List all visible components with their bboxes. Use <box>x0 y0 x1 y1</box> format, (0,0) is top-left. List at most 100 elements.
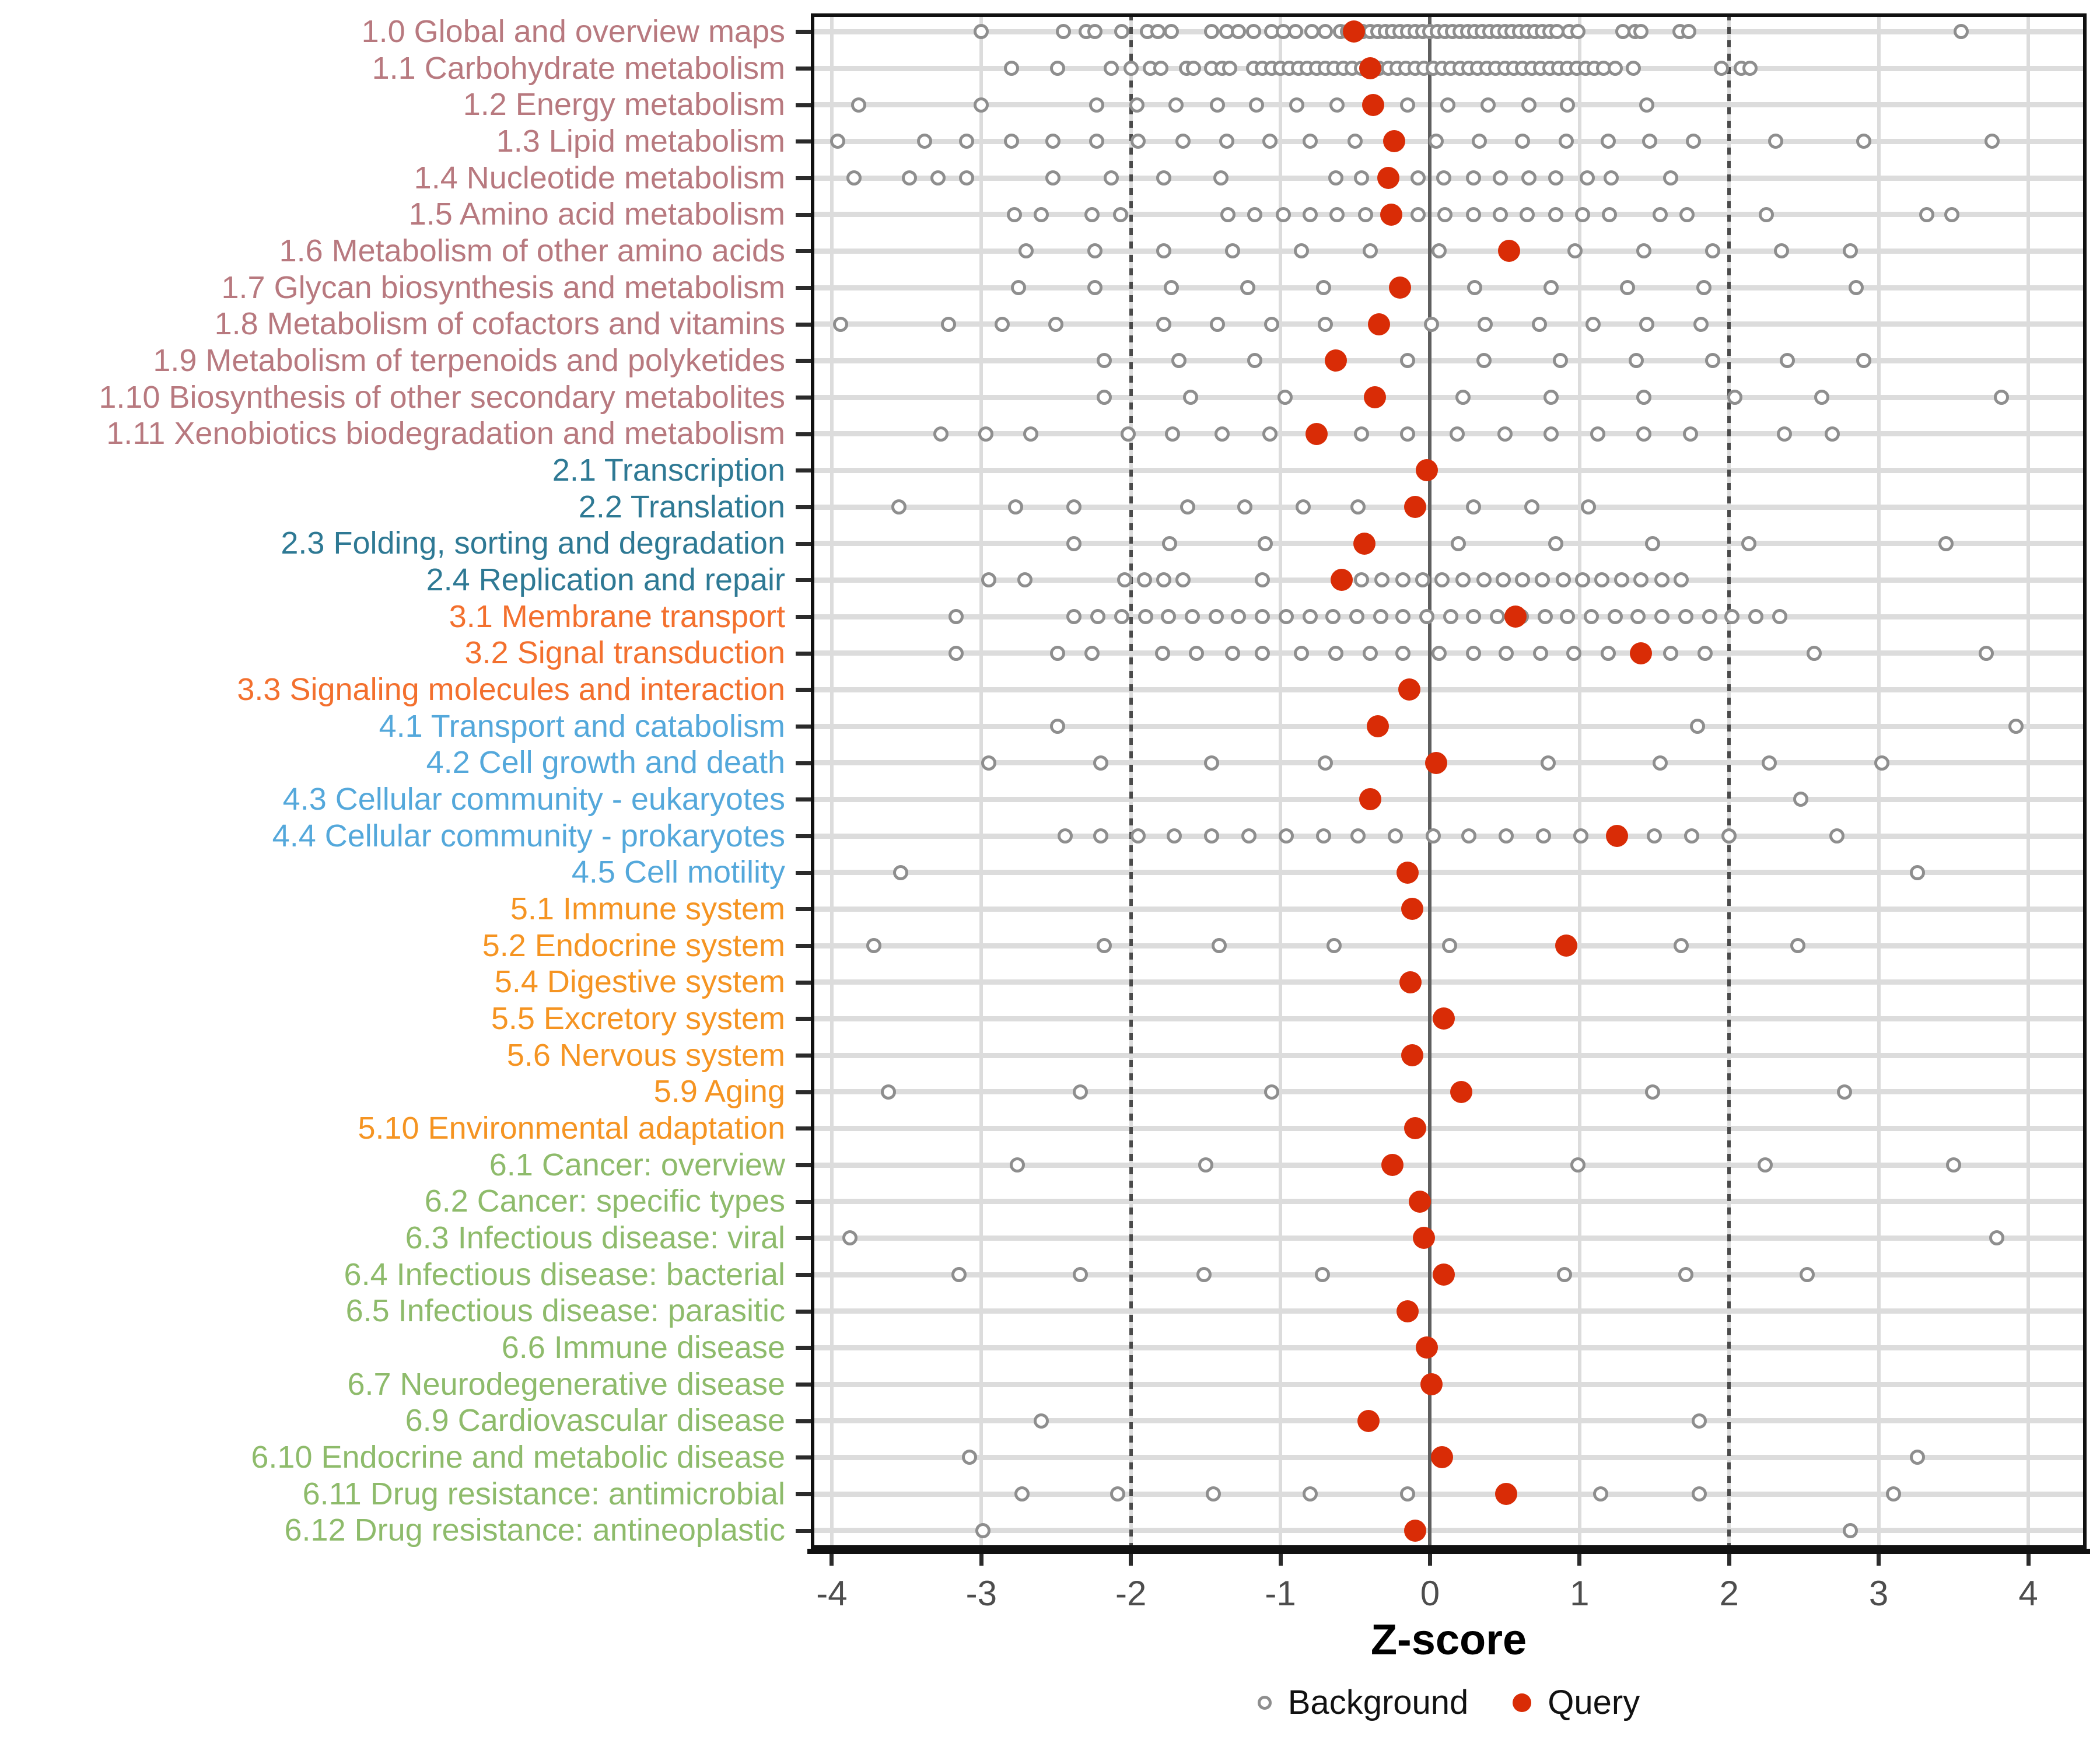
query-point <box>1430 1446 1453 1469</box>
background-point <box>1184 609 1200 624</box>
background-point <box>1531 316 1547 332</box>
background-point <box>1293 243 1309 259</box>
background-point <box>1096 390 1112 405</box>
background-point <box>1328 170 1343 186</box>
background-point <box>1240 280 1255 295</box>
background-point <box>1293 645 1309 661</box>
background-point <box>1150 24 1166 40</box>
y-gridline <box>811 1528 2087 1534</box>
background-point <box>1886 1486 1902 1502</box>
background-point <box>1678 609 1693 624</box>
background-point <box>1114 24 1130 40</box>
background-point <box>1536 828 1552 844</box>
background-point <box>1772 609 1788 624</box>
background-point <box>1093 755 1109 771</box>
background-point <box>1570 24 1586 40</box>
background-point <box>1574 206 1590 222</box>
background-point <box>1088 134 1104 149</box>
background-point <box>1003 61 1019 76</box>
background-point <box>1325 609 1340 624</box>
legend-item-query: Query <box>1513 1683 1640 1722</box>
background-point <box>1231 24 1247 40</box>
background-point <box>1721 828 1737 844</box>
background-point <box>1072 1084 1088 1100</box>
background-point <box>1685 134 1701 149</box>
query-point <box>1382 130 1405 153</box>
background-point <box>1112 206 1128 222</box>
query-point <box>1381 1154 1404 1176</box>
background-point <box>975 1522 991 1538</box>
query-point <box>1404 496 1426 518</box>
background-point <box>1440 97 1456 113</box>
background-point <box>1910 864 1926 880</box>
background-point <box>1204 755 1220 771</box>
background-point <box>1594 572 1610 588</box>
background-point <box>1093 828 1109 844</box>
background-point <box>1944 206 1960 222</box>
query-point <box>1450 1080 1473 1103</box>
background-point <box>1663 170 1679 186</box>
background-point <box>1727 390 1743 405</box>
category-label: 2.1 Transcription <box>552 453 785 488</box>
background-point <box>1066 499 1082 514</box>
background-point <box>1678 1267 1693 1282</box>
query-point <box>1368 313 1391 335</box>
background-point <box>1705 243 1721 259</box>
background-point <box>1455 390 1471 405</box>
background-point <box>1581 499 1597 514</box>
category-label: 2.3 Folding, sorting and degradation <box>281 526 785 561</box>
y-gridline <box>811 1052 2087 1058</box>
background-point <box>1544 280 1559 295</box>
background-point <box>1910 1450 1926 1465</box>
background-point <box>1350 499 1366 514</box>
background-point <box>1548 206 1563 222</box>
background-point <box>1465 645 1481 661</box>
background-point <box>1436 170 1451 186</box>
background-point <box>1780 353 1796 369</box>
background-point <box>1793 792 1809 807</box>
x-tick-label: -1 <box>1265 1574 1296 1613</box>
background-point <box>1033 206 1049 222</box>
y-gridline <box>811 1199 2087 1205</box>
background-point <box>1264 316 1279 332</box>
background-point <box>1691 1413 1707 1429</box>
y-gridline <box>811 248 2087 254</box>
x-tick-mark <box>1727 1554 1731 1566</box>
category-label: 5.1 Immune system <box>510 891 785 926</box>
background-point <box>1639 97 1655 113</box>
category-label: 6.5 Infectious disease: parasitic <box>345 1293 785 1329</box>
background-point <box>1544 426 1559 442</box>
y-tick-mark <box>796 1346 811 1350</box>
background-point <box>1814 390 1830 405</box>
category-label: 2.2 Translation <box>578 489 785 524</box>
background-point <box>1295 499 1311 514</box>
background-point <box>1654 572 1670 588</box>
background-point <box>1056 24 1072 40</box>
background-point <box>1724 609 1740 624</box>
background-point <box>1465 609 1481 624</box>
y-gridline <box>811 833 2087 839</box>
background-point <box>1419 609 1435 624</box>
background-point <box>1087 243 1103 259</box>
legend: Background Query <box>811 1683 2087 1722</box>
background-point <box>1654 609 1670 624</box>
background-point <box>1247 353 1263 369</box>
y-tick-mark <box>796 249 811 254</box>
background-point <box>1317 24 1333 40</box>
background-point <box>1415 572 1430 588</box>
query-point <box>1432 1264 1455 1286</box>
x-tick-mark <box>1877 1554 1881 1566</box>
background-point <box>1353 170 1369 186</box>
y-tick-mark <box>796 1163 811 1167</box>
y-tick-mark <box>796 1126 811 1131</box>
background-point <box>1247 206 1263 222</box>
background-point <box>1537 609 1553 624</box>
category-label: 6.10 Endocrine and metabolic disease <box>251 1440 785 1475</box>
background-point <box>1395 645 1411 661</box>
open-circle-icon <box>1257 1695 1272 1710</box>
category-label: 1.10 Biosynthesis of other secondary met… <box>99 379 785 415</box>
background-point <box>1626 61 1642 76</box>
background-point <box>1849 280 1864 295</box>
background-point <box>1476 353 1492 369</box>
